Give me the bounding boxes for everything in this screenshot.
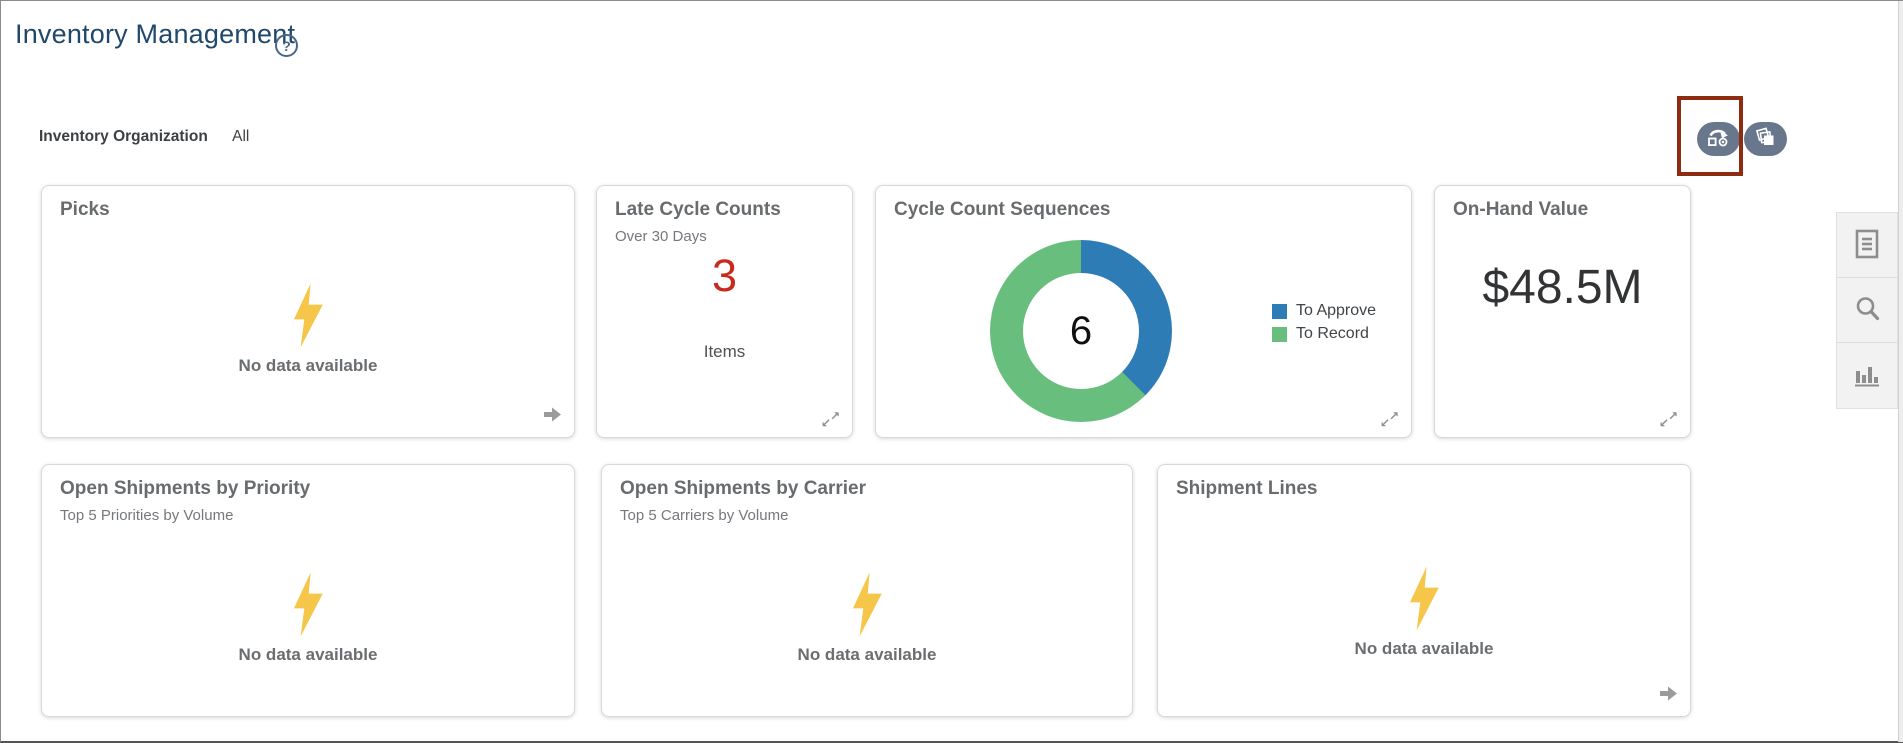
- expand-icon[interactable]: ↗ ↙: [1659, 409, 1678, 430]
- detail-view-button[interactable]: [1837, 213, 1897, 278]
- legend-label: To Approve: [1296, 302, 1377, 319]
- legend-item: To Record: [1272, 325, 1376, 343]
- card-shipment-lines[interactable]: Shipment Lines No data available: [1157, 464, 1691, 717]
- empty-message: No data available: [1354, 638, 1494, 658]
- empty-state: No data available: [1158, 525, 1690, 700]
- search-icon: [1854, 295, 1881, 325]
- card-late-cycle-counts[interactable]: Late Cycle Counts Over 30 Days 3 Items ↗…: [596, 185, 853, 438]
- donut-center-value: 6: [1069, 308, 1093, 353]
- card-cycle-count-sequences[interactable]: Cycle Count Sequences 6 To Approve To Re…: [875, 185, 1412, 438]
- lightning-icon: [293, 572, 323, 637]
- donut-chart[interactable]: 6: [990, 240, 1172, 422]
- card-title: Open Shipments by Priority: [60, 478, 311, 499]
- card-subtitle: Top 5 Priorities by Volume: [60, 507, 234, 524]
- card-title: On-Hand Value: [1453, 199, 1589, 220]
- legend-label: To Record: [1296, 325, 1369, 342]
- expand-icon[interactable]: ↗ ↙: [1380, 409, 1399, 430]
- card-title: Open Shipments by Carrier: [620, 478, 867, 499]
- empty-state: No data available: [42, 537, 574, 700]
- refresh-run-icon: [1706, 127, 1731, 151]
- chart-view-button[interactable]: [1837, 343, 1897, 408]
- donut-hole: 6: [1023, 273, 1139, 389]
- infolet-side-toolbar: [1836, 212, 1898, 409]
- card-subtitle: Top 5 Carriers by Volume: [620, 507, 789, 524]
- open-arrow-icon[interactable]: [543, 407, 562, 427]
- open-arrow-icon[interactable]: [1659, 686, 1678, 706]
- card-title: Picks: [60, 199, 110, 220]
- chart-legend: To Approve To Record: [1272, 302, 1376, 343]
- card-title: Late Cycle Counts: [615, 199, 781, 220]
- filter-label: Inventory Organization: [39, 128, 208, 145]
- bar-chart-icon: [1854, 361, 1880, 390]
- expand-icon[interactable]: ↗ ↙: [821, 409, 840, 430]
- empty-state: No data available: [602, 537, 1132, 700]
- search-view-button[interactable]: [1837, 278, 1897, 343]
- lightning-icon: [1409, 566, 1439, 631]
- metric-label: Items: [703, 342, 746, 361]
- metric-value: 3: [711, 250, 738, 301]
- lightning-icon: [293, 283, 323, 348]
- card-open-shipments-by-priority[interactable]: Open Shipments by Priority Top 5 Priorit…: [41, 464, 575, 717]
- empty-message: No data available: [238, 355, 378, 375]
- empty-message: No data available: [238, 644, 378, 664]
- card-title: Shipment Lines: [1176, 478, 1318, 499]
- filter-value[interactable]: All: [232, 128, 250, 145]
- empty-state: No data available: [42, 238, 574, 421]
- inventory-organization-filter: Inventory Organization All: [39, 128, 249, 146]
- card-subtitle: Over 30 Days: [615, 228, 707, 245]
- help-icon[interactable]: ?: [275, 34, 298, 57]
- empty-message: No data available: [797, 644, 937, 664]
- card-title: Cycle Count Sequences: [894, 199, 1111, 220]
- flip-all-infolets-button[interactable]: [1744, 122, 1787, 156]
- stacked-pages-icon: [1755, 127, 1777, 151]
- page-title: Inventory Management: [15, 19, 296, 49]
- legend-item: To Approve: [1272, 302, 1376, 320]
- refresh-infolets-button[interactable]: [1697, 122, 1740, 156]
- card-on-hand-value[interactable]: On-Hand Value $48.5M ↗ ↙: [1434, 185, 1691, 438]
- legend-swatch: [1272, 303, 1287, 319]
- legend-swatch: [1272, 326, 1287, 342]
- card-open-shipments-by-carrier[interactable]: Open Shipments by Carrier Top 5 Carriers…: [601, 464, 1133, 717]
- lightning-icon: [852, 572, 882, 637]
- on-hand-value-amount: $48.5M: [1482, 261, 1643, 314]
- scrollbar[interactable]: [1898, 1, 1903, 742]
- card-picks[interactable]: Picks No data available: [41, 185, 575, 438]
- document-list-icon: [1853, 228, 1881, 263]
